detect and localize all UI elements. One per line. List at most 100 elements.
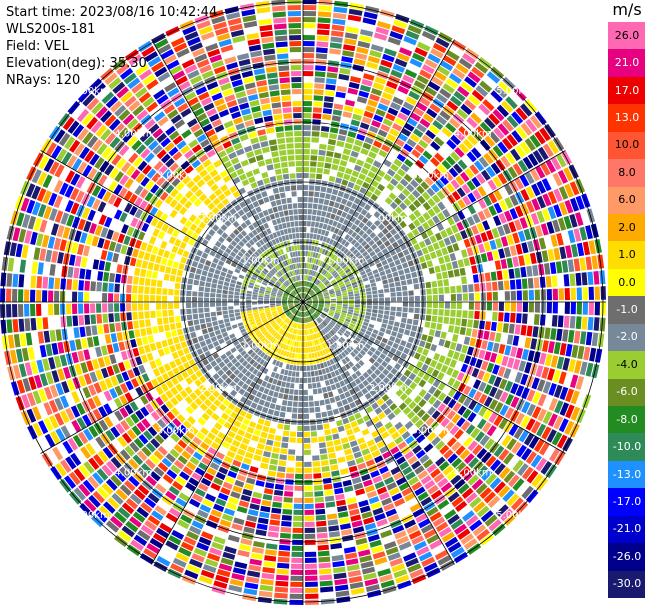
velocity-gate (361, 448, 371, 456)
velocity-gate (305, 269, 308, 275)
velocity-gate (323, 328, 328, 334)
velocity-gate (218, 193, 226, 201)
velocity-gate (91, 358, 100, 370)
velocity-gate (482, 99, 495, 112)
velocity-gate (290, 377, 296, 383)
velocity-gate (385, 329, 392, 335)
velocity-gate (230, 240, 238, 247)
velocity-gate (366, 131, 377, 139)
velocity-gate (444, 357, 452, 366)
velocity-gate (60, 459, 72, 473)
velocity-gate (366, 302, 372, 306)
velocity-gate (240, 311, 247, 316)
velocity-gate (312, 305, 318, 308)
velocity-gate (132, 303, 138, 311)
velocity-gate (253, 541, 265, 548)
velocity-gate (303, 306, 305, 311)
velocity-gate (382, 376, 390, 385)
velocity-gate (339, 160, 348, 167)
velocity-gate (537, 379, 546, 392)
velocity-gate (120, 350, 128, 361)
velocity-gate (306, 233, 310, 239)
velocity-gate (135, 259, 143, 268)
velocity-gate (285, 382, 291, 388)
velocity-gate (326, 187, 333, 194)
velocity-gate (278, 361, 284, 368)
velocity-gate (318, 316, 324, 321)
velocity-gate (246, 299, 252, 302)
velocity-gate (309, 316, 313, 322)
velocity-gate (510, 148, 521, 161)
velocity-gate (230, 425, 239, 433)
velocity-gate (77, 161, 88, 174)
velocity-gate (256, 266, 263, 272)
velocity-gate (230, 389, 238, 397)
velocity-gate (288, 352, 293, 358)
velocity-gate (314, 222, 320, 228)
velocity-gate (251, 389, 258, 396)
velocity-gate (201, 412, 210, 421)
velocity-gate (252, 361, 259, 368)
velocity-gate (240, 222, 248, 229)
velocity-gate (349, 581, 364, 590)
velocity-gate (203, 437, 213, 446)
velocity-gate (250, 276, 257, 281)
velocity-gate (408, 350, 416, 357)
velocity-gate (370, 501, 382, 510)
velocity-gate (189, 456, 200, 466)
velocity-gate (267, 316, 273, 320)
velocity-gate (370, 282, 377, 287)
velocity-gate (230, 411, 238, 419)
velocity-gate (303, 239, 306, 245)
velocity-gate (300, 353, 303, 359)
velocity-gate (347, 288, 353, 293)
velocity-gate (366, 305, 372, 309)
velocity-gate (221, 412, 229, 421)
velocity-gate (303, 17, 316, 23)
velocity-gate (24, 362, 33, 376)
velocity-gate (305, 294, 309, 299)
velocity-gate (458, 142, 470, 154)
velocity-gate (356, 244, 363, 251)
velocity-gate (146, 244, 154, 253)
velocity-gate (248, 232, 255, 239)
velocity-gate (283, 324, 288, 330)
velocity-gate (237, 347, 244, 353)
velocity-gate (177, 519, 190, 530)
velocity-gate (340, 373, 347, 380)
velocity-gate (346, 313, 353, 318)
velocity-gate (360, 167, 369, 175)
velocity-gate (418, 379, 427, 388)
velocity-gate (131, 139, 142, 151)
velocity-gate (328, 531, 341, 538)
velocity-gate (356, 543, 369, 551)
velocity-gate (414, 302, 420, 308)
velocity-gate (325, 212, 332, 219)
velocity-gate (558, 202, 568, 216)
velocity-gate (306, 304, 310, 308)
velocity-gate (269, 270, 275, 276)
velocity-gate (6, 288, 12, 302)
velocity-gate (339, 380, 346, 387)
velocity-gate (308, 395, 314, 401)
velocity-gate (459, 449, 471, 460)
velocity-gate (321, 277, 327, 283)
velocity-gate (252, 221, 259, 229)
velocity-gate (357, 40, 371, 49)
velocity-gate (156, 149, 167, 160)
velocity-gate (245, 378, 252, 385)
velocity-gate (358, 221, 365, 229)
velocity-gate (191, 260, 199, 268)
velocity-gate (253, 271, 260, 276)
velocity-gate (305, 323, 308, 329)
velocity-gate (345, 213, 352, 221)
velocity-gate (338, 204, 345, 211)
velocity-gate (300, 323, 302, 329)
velocity-gate (309, 407, 315, 413)
velocity-gate (118, 144, 130, 156)
velocity-gate (462, 52, 476, 65)
velocity-gate (131, 82, 144, 94)
velocity-gate (180, 256, 187, 264)
velocity-gate (45, 371, 54, 385)
velocity-gate (304, 497, 314, 503)
